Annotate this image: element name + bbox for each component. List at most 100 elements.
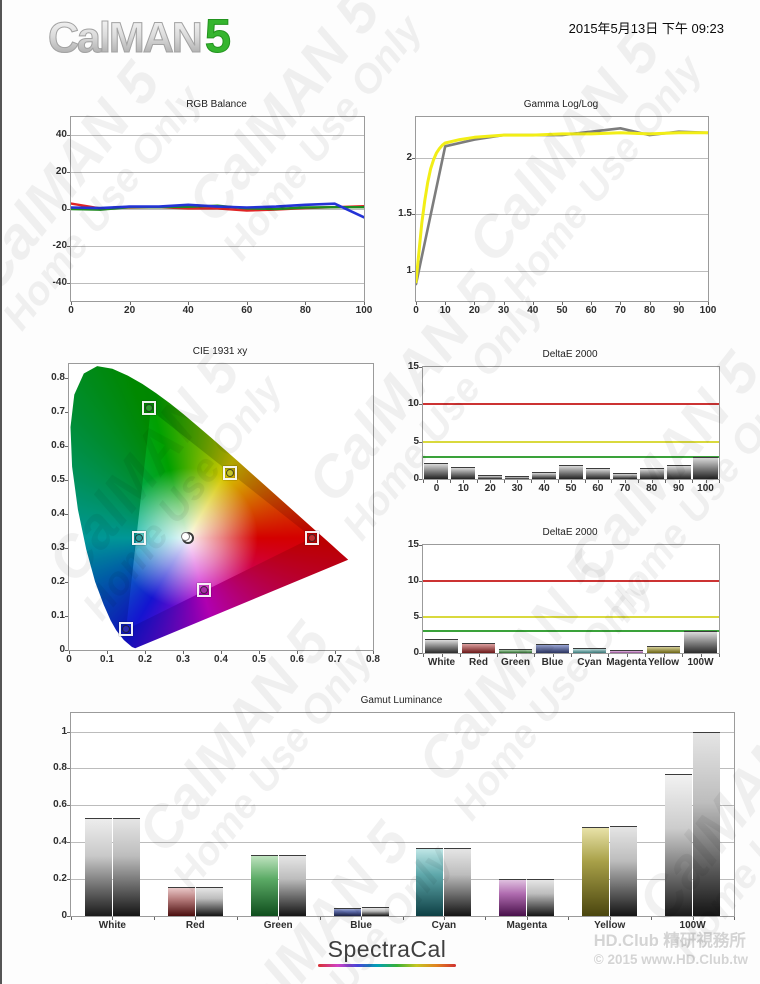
y-tick-label: 0.6 xyxy=(51,439,65,451)
axis-tick xyxy=(503,480,505,483)
axis-tick xyxy=(485,917,487,920)
axis-tick xyxy=(445,302,447,305)
bar-target-White xyxy=(84,818,112,916)
axis-tick xyxy=(419,441,422,443)
ref-line-5 xyxy=(423,616,719,618)
axis-tick xyxy=(419,581,422,582)
axis-tick xyxy=(460,654,461,657)
axis-tick xyxy=(67,916,70,917)
bar-10 xyxy=(451,467,476,479)
axis-tick xyxy=(609,917,611,920)
bar-Red xyxy=(461,643,496,653)
gridline xyxy=(71,135,364,137)
spectracal-logo-text: SpectraCal xyxy=(327,936,447,962)
y-tick-label: 0.6 xyxy=(53,799,67,811)
x-tick-label: 100 xyxy=(355,305,373,316)
axis-tick xyxy=(236,917,238,920)
bar-measured-100W xyxy=(693,731,721,916)
deltae-gray-plot: 0 10 20 30 40 50 60 70 80 90 100 0 5 10 15 xyxy=(408,361,720,494)
y-tick-label: 40 xyxy=(55,129,67,141)
y-tick-label: 5 xyxy=(413,435,419,447)
y-tick-label: 15 xyxy=(407,361,419,372)
axis-tick xyxy=(530,480,532,483)
gridline xyxy=(71,768,734,770)
bar-60 xyxy=(585,467,610,479)
axis-tick xyxy=(419,479,422,480)
axis-tick xyxy=(67,805,70,807)
axis-tick xyxy=(651,917,653,920)
axis-tick xyxy=(65,616,68,617)
axis-tick xyxy=(443,917,445,920)
x-tick-label: Magenta xyxy=(506,920,548,931)
axis-tick xyxy=(503,302,505,305)
axis-tick xyxy=(65,513,68,515)
axis-tick xyxy=(645,654,646,657)
axis-tick xyxy=(195,917,197,920)
hdclub-watermark-line2: © 2015 www.HD.Club.tw xyxy=(593,951,748,967)
cie-target-yellow xyxy=(223,466,238,480)
x-tick-label: 20 xyxy=(468,305,480,316)
axis-tick xyxy=(364,302,365,305)
x-tick-label: 50 xyxy=(565,483,577,494)
axis-tick xyxy=(611,480,613,483)
bar-measured-White xyxy=(112,818,140,916)
x-tick-label: 0 xyxy=(433,483,440,494)
x-tick-label: 60 xyxy=(241,305,253,316)
bar-20 xyxy=(478,475,503,479)
axis-tick xyxy=(568,917,570,920)
x-tick-label: Red xyxy=(469,657,488,668)
x-tick-label: Green xyxy=(501,657,530,668)
cie-target-magenta xyxy=(197,583,212,598)
axis-tick xyxy=(373,651,374,654)
y-tick-label: -40 xyxy=(52,276,67,288)
axis-tick xyxy=(246,302,248,305)
x-tick-label: 30 xyxy=(498,305,510,316)
gridline xyxy=(71,842,734,844)
x-tick-label: 0 xyxy=(413,305,419,316)
x-tick-label: 80 xyxy=(299,305,311,316)
axis-tick xyxy=(734,917,735,920)
bar-100W xyxy=(683,631,718,653)
axis-tick xyxy=(416,302,417,305)
x-tick-label: 0.2 xyxy=(138,654,152,665)
axis-tick xyxy=(297,651,298,654)
x-tick-label: 100 xyxy=(699,305,717,316)
y-tick-label: 0 xyxy=(61,203,67,214)
axis-tick xyxy=(419,653,422,654)
x-tick-label: 90 xyxy=(673,483,685,494)
axis-tick xyxy=(719,480,720,483)
bar-target-Blue xyxy=(333,907,361,916)
x-tick-label: 90 xyxy=(673,305,685,316)
gridline xyxy=(71,282,364,284)
deltae-colors-plot: White Red Green Blue Cyan Magenta Yellow 100W 0 5… xyxy=(408,539,720,668)
axis-tick xyxy=(112,917,114,920)
bar-target-100W xyxy=(665,773,693,916)
y-tick-label: 0 xyxy=(61,910,67,921)
bar-target-Magenta xyxy=(499,879,527,916)
bar-measured-Green xyxy=(278,855,306,916)
x-tick-label: 20 xyxy=(124,305,136,316)
axis-tick xyxy=(705,480,707,483)
x-tick-label: Blue xyxy=(541,657,564,668)
axis-tick xyxy=(474,302,476,305)
axis-tick xyxy=(67,842,70,844)
axis-tick xyxy=(552,654,554,657)
axis-tick xyxy=(490,480,492,483)
axis-tick xyxy=(278,917,280,920)
rgb-balance-plot: 0 20 40 60 80 100 40 20 0 -20 -40 xyxy=(53,116,372,316)
bar-target-Green xyxy=(250,855,278,916)
axis-tick xyxy=(423,480,424,483)
axis-tick xyxy=(449,480,451,483)
axis-tick xyxy=(412,270,415,272)
x-tick-label: White xyxy=(98,920,126,931)
axis-tick xyxy=(544,480,546,483)
cie-measured-dot-blue xyxy=(122,624,130,633)
axis-tick xyxy=(597,480,599,483)
y-tick-label: 0.3 xyxy=(51,541,65,553)
y-tick-label: 5 xyxy=(413,611,419,622)
axis-tick xyxy=(402,917,404,920)
ref-line-10 xyxy=(423,580,719,582)
bar-100 xyxy=(693,457,718,479)
bar-Cyan xyxy=(572,648,607,653)
axis-tick xyxy=(67,879,70,881)
